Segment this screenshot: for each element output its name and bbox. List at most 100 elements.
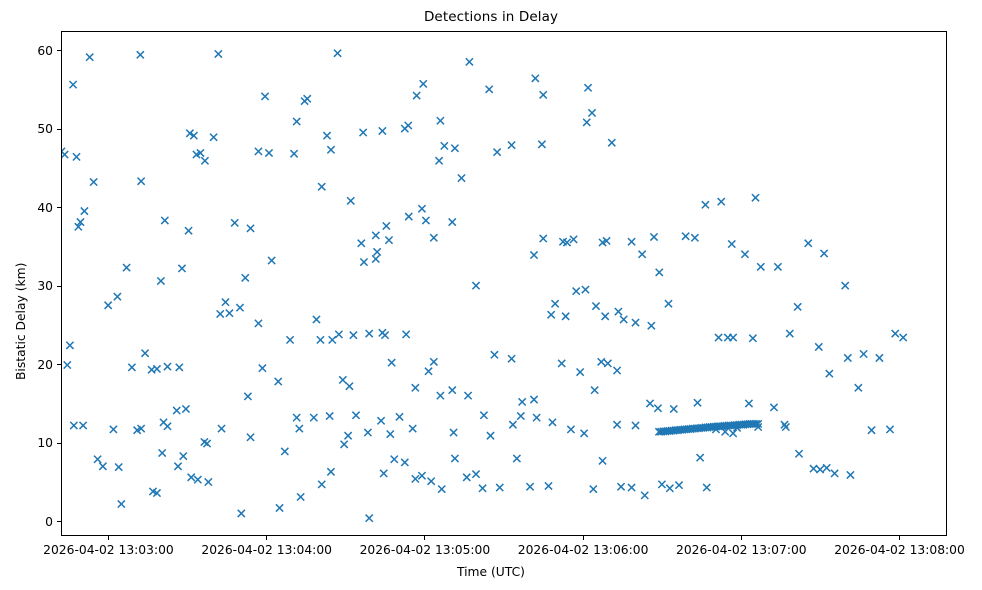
- data-point-marker: [591, 301, 601, 311]
- data-point-marker: [457, 173, 466, 183]
- data-point-marker: [525, 482, 535, 491]
- data-point-marker: [627, 483, 636, 492]
- data-point-marker: [63, 360, 72, 370]
- data-point-marker: [557, 359, 566, 368]
- x-tick-label: 2026-04-02 13:04:00: [201, 543, 332, 557]
- data-point-marker: [104, 301, 113, 310]
- data-point-marker: [217, 424, 226, 433]
- y-tick-label: 50: [37, 122, 53, 137]
- data-point-marker: [260, 92, 270, 101]
- data-point-marker: [296, 492, 305, 502]
- data-point-marker: [172, 406, 181, 415]
- data-point-marker: [395, 412, 404, 421]
- data-point-marker: [434, 156, 444, 165]
- data-point-marker: [773, 262, 783, 271]
- data-point-marker: [885, 425, 895, 434]
- data-point-marker: [495, 483, 504, 492]
- data-point-marker: [117, 499, 126, 509]
- data-point-marker: [258, 364, 267, 373]
- data-point-marker: [289, 149, 299, 158]
- data-point-marker: [246, 433, 255, 442]
- data-point-marker: [507, 140, 516, 150]
- data-point-marker: [317, 182, 326, 191]
- x-tick-mark: [266, 536, 268, 540]
- data-point-marker: [794, 449, 804, 458]
- data-point-marker: [326, 467, 336, 476]
- data-point-marker: [80, 206, 89, 216]
- data-point-marker: [148, 487, 158, 496]
- data-point-marker: [196, 148, 205, 158]
- data-point-marker: [209, 133, 218, 142]
- data-point-marker: [404, 212, 413, 221]
- data-point-marker: [830, 469, 839, 478]
- data-point-marker: [378, 126, 387, 136]
- data-point-marker: [518, 397, 527, 407]
- y-tick-mark: [57, 207, 61, 209]
- data-point-marker: [400, 124, 409, 133]
- data-point-marker: [114, 462, 123, 472]
- data-point-marker: [645, 399, 655, 408]
- data-point-marker: [274, 377, 283, 386]
- data-point-marker: [349, 331, 358, 340]
- data-point-marker: [751, 193, 760, 202]
- data-point-marker: [292, 413, 301, 422]
- data-point-marker: [471, 281, 481, 290]
- data-point-marker: [583, 83, 593, 92]
- data-point-marker: [140, 349, 150, 358]
- data-point-marker: [531, 74, 540, 83]
- data-point-marker: [89, 177, 98, 187]
- data-point-marker: [179, 451, 188, 461]
- data-point-marker: [612, 420, 622, 429]
- data-point-marker: [193, 475, 202, 484]
- data-point-marker: [843, 353, 852, 363]
- data-point-marker: [744, 399, 754, 408]
- y-tick-mark: [57, 364, 61, 366]
- data-point-marker: [751, 419, 761, 429]
- data-point-marker: [569, 235, 578, 244]
- x-tick-mark: [107, 536, 110, 540]
- data-point-marker: [867, 426, 876, 435]
- data-point-marker: [854, 383, 863, 392]
- data-point-marker: [78, 421, 88, 430]
- data-point-marker: [384, 235, 394, 245]
- data-point-marker: [254, 319, 263, 328]
- data-point-marker: [649, 232, 659, 242]
- y-tick-label: 20: [37, 357, 53, 372]
- data-point-marker: [158, 448, 167, 458]
- data-point-marker: [74, 222, 83, 231]
- scatter-series-detections: [62, 49, 908, 523]
- data-point-marker: [492, 148, 502, 157]
- data-point-marker: [576, 367, 585, 377]
- y-tick-label: 0: [45, 514, 53, 529]
- data-point-marker: [122, 263, 131, 272]
- data-point-marker: [365, 329, 374, 338]
- data-point-marker: [537, 140, 547, 149]
- data-point-marker: [582, 118, 591, 127]
- data-point-marker: [417, 204, 427, 213]
- data-point-marker: [619, 315, 628, 324]
- data-point-marker: [728, 429, 738, 438]
- data-point-marker: [379, 469, 388, 478]
- data-point-marker: [640, 491, 649, 500]
- data-point-marker: [421, 216, 431, 225]
- data-point-marker: [136, 50, 145, 59]
- data-point-marker: [334, 330, 344, 339]
- data-point-marker: [333, 49, 342, 58]
- data-point-marker: [326, 145, 336, 154]
- data-point-marker: [419, 79, 428, 88]
- data-point-marker: [532, 413, 541, 422]
- x-tick-mark: [582, 536, 584, 540]
- data-point-marker: [371, 254, 380, 264]
- data-point-marker: [69, 421, 78, 430]
- data-point-marker: [561, 312, 570, 321]
- data-point-marker: [562, 238, 572, 247]
- data-point-marker: [163, 422, 172, 431]
- data-point-marker: [590, 386, 599, 395]
- y-tick-mark: [57, 285, 61, 287]
- data-point-marker: [429, 233, 438, 242]
- data-point-marker: [485, 85, 494, 94]
- data-point-marker: [127, 363, 137, 372]
- data-point-marker: [338, 375, 347, 385]
- data-point-marker: [462, 473, 471, 482]
- data-point-marker: [728, 333, 738, 342]
